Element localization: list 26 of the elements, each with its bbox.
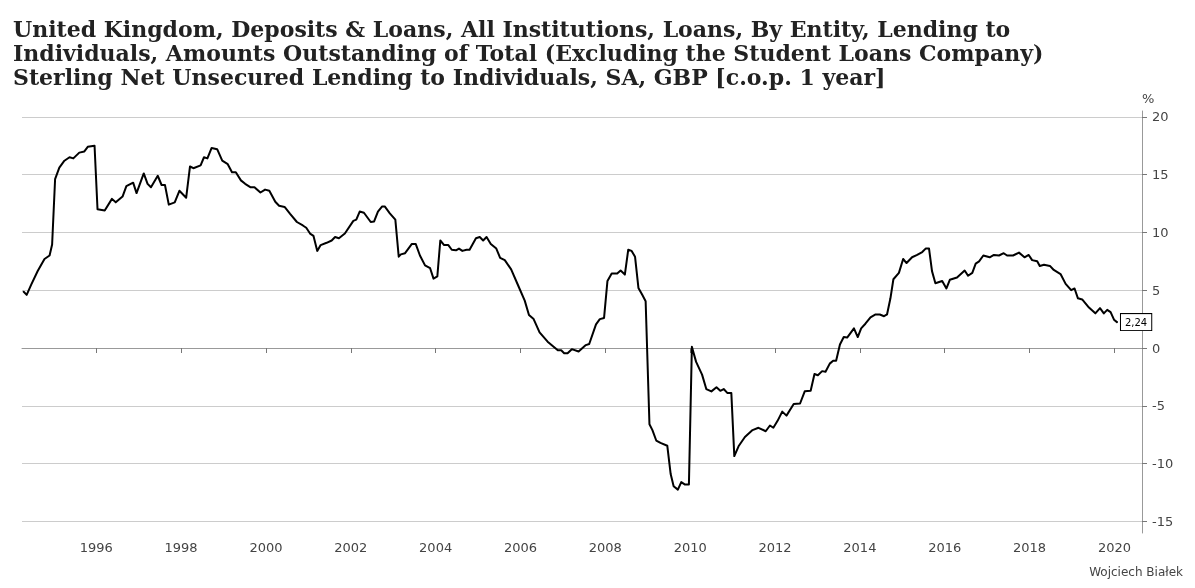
y-tick-label: 5 <box>1152 282 1161 298</box>
y-tick-label: 15 <box>1152 167 1169 183</box>
x-tick-label: 2002 <box>334 540 368 555</box>
x-tick-label: 2014 <box>843 540 877 555</box>
x-tick-label: 2010 <box>673 540 707 555</box>
y-tick-label: -10 <box>1152 456 1174 472</box>
y-tick-label: 0 <box>1152 340 1161 356</box>
y-tick-label: 10 <box>1152 224 1169 240</box>
y-axis-title: % <box>1142 91 1155 106</box>
x-tick-label: 2020 <box>1097 540 1131 555</box>
x-tick-label: 2008 <box>588 540 622 555</box>
x-tick-label: 2004 <box>419 540 453 555</box>
chart-title: United Kingdom, Deposits & Loans, All Institutions, Loans, By Entity, Lending to Individuals, Amounts Outstanding of Total (Excluding the Student Loans Company) Sterling Net Unsecured Lending to Individuals, SA, GBP [c.o.p. 1 year] <box>13 16 1051 90</box>
y-tick-label: -15 <box>1152 513 1174 529</box>
text: Wojciech Białek <box>1089 565 1184 579</box>
line-series <box>22 144 1118 491</box>
x-tick-label: 2016 <box>928 540 962 555</box>
x-tick-label: 2018 <box>1013 540 1047 555</box>
annotation: 2,24 <box>1124 316 1148 328</box>
x-tick-label: 2000 <box>249 540 283 555</box>
x-tick-label: 2006 <box>503 540 538 555</box>
x-tick-label: 2012 <box>758 540 792 555</box>
x-tick-label: 1996 <box>79 540 113 555</box>
y-tick-label: 20 <box>1152 109 1169 125</box>
y-tick-label: -5 <box>1152 398 1165 414</box>
x-tick-label: 1998 <box>164 540 198 555</box>
